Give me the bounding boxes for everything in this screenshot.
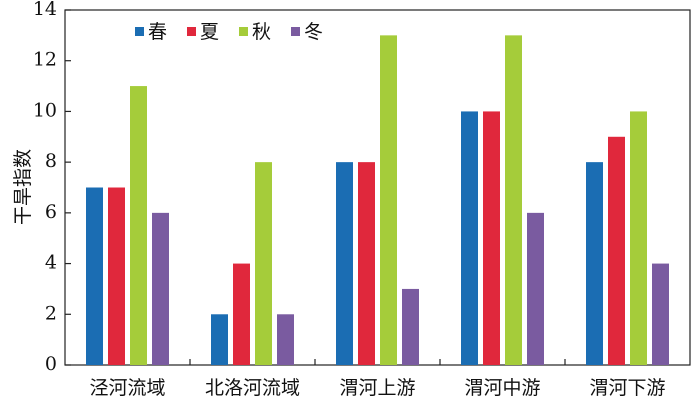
legend-swatch xyxy=(187,27,196,36)
legend-swatch xyxy=(239,27,248,36)
y-tick-label: 12 xyxy=(33,49,57,71)
bar xyxy=(505,35,522,365)
y-tick-label: 8 xyxy=(45,150,57,172)
y-tick-label: 6 xyxy=(45,201,57,223)
bar xyxy=(358,162,375,365)
legend-swatch xyxy=(135,27,144,36)
bar xyxy=(108,187,125,365)
y-tick-label: 14 xyxy=(33,0,57,20)
bar xyxy=(233,263,250,365)
bar xyxy=(483,111,500,365)
x-tick-label: 泾河流域 xyxy=(89,377,165,399)
legend-swatch xyxy=(291,27,300,36)
bar xyxy=(630,111,647,365)
legend-label: 秋 xyxy=(252,21,271,43)
y-tick-label: 2 xyxy=(45,302,57,324)
x-tick-label: 北洛河流域 xyxy=(205,377,300,399)
legend-label: 夏 xyxy=(200,21,219,43)
legend-label: 冬 xyxy=(304,21,323,43)
y-tick-label: 10 xyxy=(33,99,57,121)
y-axis-label: 干旱指数 xyxy=(12,149,34,225)
bar xyxy=(586,162,603,365)
bar xyxy=(461,111,478,365)
bar xyxy=(527,212,544,365)
plot-frame xyxy=(64,9,691,366)
bar xyxy=(652,263,669,365)
bar xyxy=(211,314,228,365)
bar xyxy=(277,314,294,365)
bar xyxy=(608,136,625,365)
bar xyxy=(255,162,272,365)
bar xyxy=(152,212,169,365)
x-tick-label: 渭河上游 xyxy=(339,377,415,399)
x-tick-label: 渭河下游 xyxy=(589,377,665,399)
bar xyxy=(86,187,103,365)
x-tick-label: 渭河中游 xyxy=(464,377,540,399)
y-tick-label: 4 xyxy=(45,252,57,274)
y-tick-label: 0 xyxy=(45,353,57,375)
legend-label: 春 xyxy=(148,21,167,43)
bar xyxy=(130,86,147,366)
bar xyxy=(336,162,353,365)
bar xyxy=(380,35,397,365)
bar xyxy=(402,288,419,365)
